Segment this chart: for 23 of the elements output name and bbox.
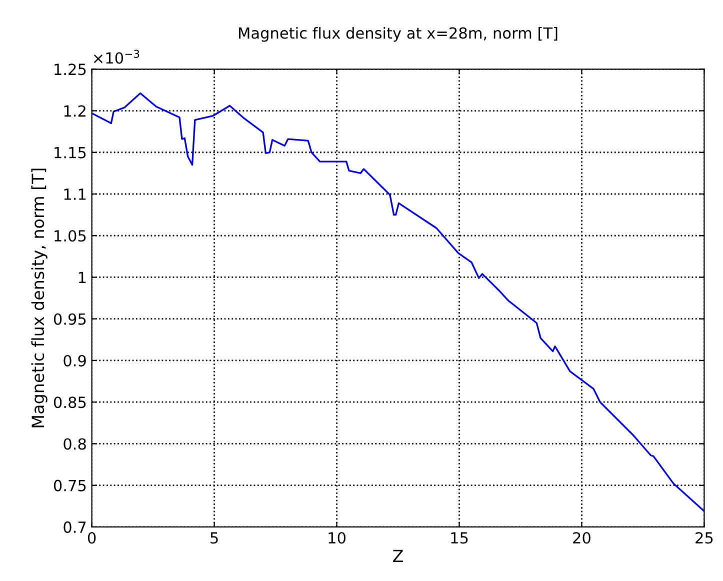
y-tick-label: 1.15	[54, 147, 86, 158]
x-tick-label: 25	[696, 532, 713, 544]
x-axis-title: Z	[393, 550, 403, 562]
y-tick-label: 0.75	[54, 480, 86, 492]
y-tick-label: 1.2	[64, 105, 86, 117]
y-tick-label: 1.1	[64, 188, 86, 200]
text: ×10$^{−3}$	[94, 50, 140, 64]
y-tick-label: 0.8	[64, 438, 86, 450]
x-tick-label: 15	[451, 532, 468, 544]
y-axis-title: Magnetic flux density, norm [T]	[31, 168, 48, 428]
y-tick-label: 1.25	[54, 64, 86, 76]
y-tick-label: 0.9	[64, 354, 86, 367]
line-series	[92, 92, 704, 512]
y-tick-label: 1	[78, 272, 86, 284]
x-tick-label: 10	[328, 532, 346, 544]
x-tick-label: 20	[573, 532, 590, 544]
chart-title: Magnetic flux density at x=28m, norm [T]	[239, 26, 558, 42]
x-tick-label: 0	[88, 532, 96, 544]
y-tick-label: 0.7	[64, 521, 86, 533]
x-tick-label: 5	[210, 532, 218, 544]
y-tick-label: 0.85	[54, 396, 86, 408]
y-tick-label: 1.05	[54, 230, 86, 242]
y-tick-label: 0.95	[54, 313, 86, 325]
